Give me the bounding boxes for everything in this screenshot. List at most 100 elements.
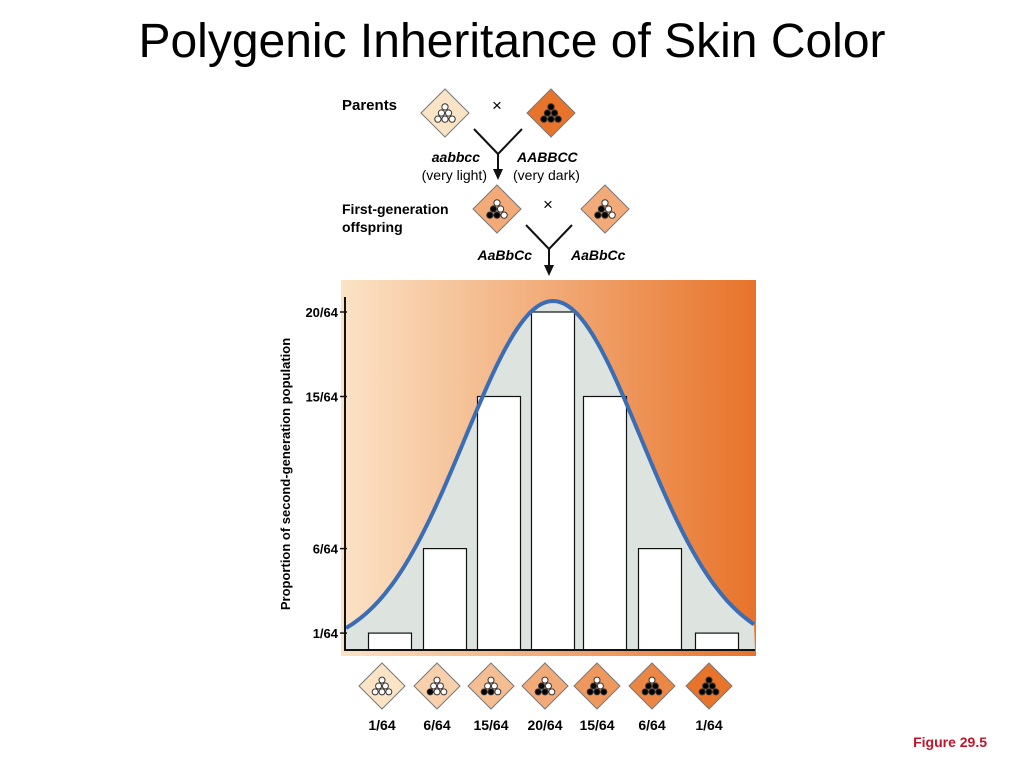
dark-allele-dot <box>547 103 555 111</box>
dark-allele-dot <box>538 682 546 690</box>
y-tick-label: 1/64 <box>313 626 339 641</box>
y-tick-label: 15/64 <box>305 390 338 405</box>
light-allele-dot <box>378 676 386 684</box>
very-dark-genotype-diamond <box>526 88 576 138</box>
light-allele-dot <box>593 676 601 684</box>
dark-allele-dot <box>655 688 663 696</box>
slide-title: Polygenic Inheritance of Skin Color <box>138 15 886 68</box>
y-tick-label: 6/64 <box>313 542 339 557</box>
cross-lines-parents <box>473 128 523 156</box>
dark-allele-dot <box>651 682 659 690</box>
cross-arrow-head-f1 <box>544 265 554 276</box>
times-symbol-f1: × <box>543 195 553 214</box>
light-allele-dot <box>596 682 604 690</box>
x-tick-label: 15/64 <box>579 717 614 733</box>
dark-allele-dot <box>648 688 656 696</box>
dark-allele-dot <box>594 211 602 219</box>
dark-allele-dot <box>534 688 542 696</box>
light-allele-dot <box>484 682 492 690</box>
light-allele-dot <box>378 688 386 696</box>
genotype-class-diamond <box>573 662 621 710</box>
dark-allele-dot <box>487 688 495 696</box>
light-allele-dot <box>544 682 552 690</box>
dark-allele-dot <box>426 688 434 696</box>
dark-allele-dot <box>705 676 713 684</box>
light-allele-dot <box>548 688 556 696</box>
dark-allele-dot <box>601 211 609 219</box>
parent-left-phenotype: (very light) <box>422 167 487 183</box>
histogram-bar <box>476 395 522 651</box>
dark-allele-dot <box>641 688 649 696</box>
figure-label: Figure 29.5 <box>913 734 987 750</box>
light-allele-dot <box>490 682 498 690</box>
very-light-genotype-diamond <box>420 88 470 138</box>
x-tick-label: 6/64 <box>423 717 450 733</box>
genotype-class-diamond <box>685 662 733 710</box>
light-allele-dot <box>433 688 441 696</box>
light-allele-dot <box>493 199 501 207</box>
light-allele-dot <box>608 211 616 219</box>
light-allele-dot <box>375 682 383 690</box>
dark-allele-dot <box>541 688 549 696</box>
y-axis-label: Proportion of second-generation populati… <box>278 338 293 610</box>
distribution-chart: 1/64 6/64 15/64 20/64 Proportion of second-… <box>278 280 756 733</box>
dark-allele-dot <box>486 211 494 219</box>
dark-allele-dot <box>705 688 713 696</box>
cross-diagram: Parents × aabbcc (very light) AABBCC (ve… <box>342 88 630 276</box>
histogram-bar <box>582 395 628 651</box>
cross-lines-f1 <box>525 224 573 251</box>
light-allele-dot <box>440 688 448 696</box>
y-tick-label: 20/64 <box>305 305 338 320</box>
dark-allele-dot <box>600 688 608 696</box>
parents-label: Parents <box>342 97 397 114</box>
f1-left-genotype-icon <box>472 184 522 234</box>
genotype-class-diamond <box>521 662 569 710</box>
dark-allele-dot <box>550 109 559 117</box>
dark-allele-dot <box>480 688 488 696</box>
dark-allele-dot <box>554 115 562 123</box>
light-allele-dot <box>604 205 613 213</box>
light-allele-dot <box>433 676 441 684</box>
histogram-bar <box>422 547 468 651</box>
histogram-bar <box>694 632 740 651</box>
f1-genotype-diamond <box>580 184 630 234</box>
light-allele-dot <box>434 115 442 123</box>
histogram-bar <box>530 311 576 651</box>
light-allele-dot <box>648 676 656 684</box>
light-allele-dot <box>601 199 609 207</box>
genotype-class-diamond <box>467 662 515 710</box>
x-tick-label: 15/64 <box>473 717 508 733</box>
f1-label-line2: offspring <box>342 219 403 235</box>
dark-allele-dot <box>597 205 606 213</box>
dark-allele-dot <box>590 682 598 690</box>
distribution-curve <box>344 298 756 630</box>
light-allele-dot <box>448 115 456 123</box>
dark-allele-dot <box>493 211 501 219</box>
f1-genotype-diamond <box>472 184 522 234</box>
dark-allele-dot <box>702 682 710 690</box>
light-allele-dot <box>541 676 549 684</box>
dark-allele-dot <box>645 682 653 690</box>
light-allele-dot <box>441 103 449 111</box>
x-tick-label: 1/64 <box>368 717 395 733</box>
light-allele-dot <box>444 109 453 117</box>
x-tick-label: 20/64 <box>527 717 562 733</box>
light-allele-dot <box>496 205 505 213</box>
genotype-class-diamond <box>628 662 676 710</box>
f1-right-genotype: AaBbCc <box>570 247 626 263</box>
light-allele-dot <box>430 682 438 690</box>
genotype-class-diamond <box>358 662 406 710</box>
f1-label-line1: First-generation <box>342 201 449 217</box>
dark-allele-dot <box>698 688 706 696</box>
light-allele-dot <box>494 688 502 696</box>
dark-allele-dot <box>593 688 601 696</box>
light-allele-dot <box>441 115 449 123</box>
parent-right-genotype: AABBCC <box>516 149 579 165</box>
parent-left-genotype: aabbcc <box>432 149 480 165</box>
parent-right-genotype-icon <box>526 88 576 138</box>
x-tick-label: 6/64 <box>638 717 665 733</box>
dark-allele-dot <box>540 115 548 123</box>
histogram-bar <box>637 547 683 651</box>
histogram-bar <box>367 632 413 651</box>
